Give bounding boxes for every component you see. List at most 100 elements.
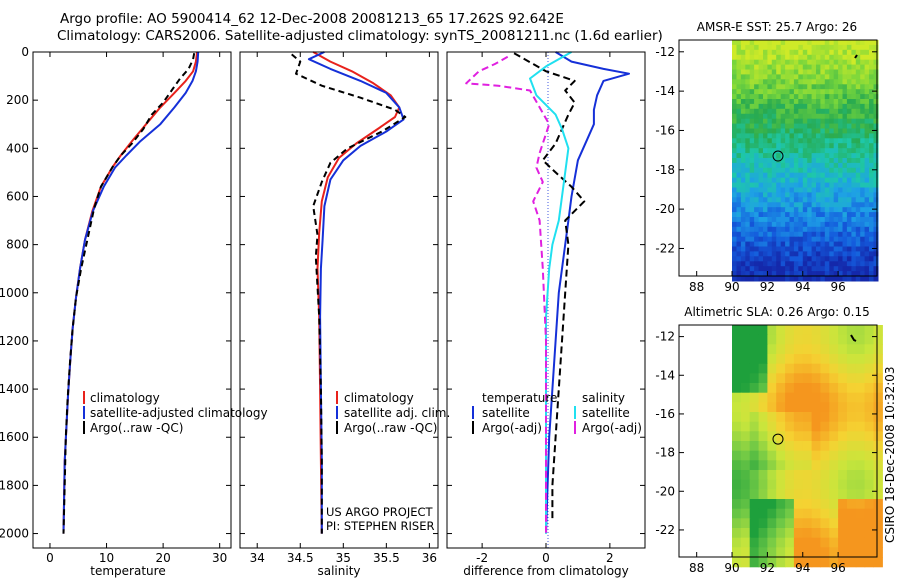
map-cell: [829, 94, 835, 100]
map-cell: [829, 241, 835, 248]
map-cell: [851, 261, 857, 267]
map-cell: [851, 94, 857, 100]
map-cell: [740, 557, 751, 568]
map-cell: [802, 143, 808, 149]
map-cell: [802, 138, 808, 144]
map-cell: [767, 431, 777, 442]
map-cell: [793, 94, 799, 100]
map-cell: [732, 528, 742, 539]
map-cell: [732, 271, 737, 277]
map-cell: [802, 383, 813, 394]
map-cell: [758, 108, 764, 115]
map-cell: [793, 518, 804, 529]
map-cell: [771, 236, 777, 243]
map-cell: [873, 108, 879, 115]
map-cell: [785, 123, 791, 130]
map-cell: [829, 40, 835, 46]
map-cell: [802, 363, 813, 374]
map-cell: [785, 221, 791, 228]
map-cell: [820, 162, 826, 169]
map-cell: [785, 236, 791, 243]
map-cell: [802, 261, 808, 267]
map-cell: [855, 251, 861, 257]
map-cell: [793, 153, 799, 159]
map-cell: [732, 192, 737, 198]
map-cell: [855, 236, 861, 243]
map-cell: [767, 421, 777, 432]
difference-x-label: difference from climatology: [463, 564, 629, 578]
map-cell: [802, 334, 813, 345]
map-cell: [860, 266, 866, 272]
map-cell: [749, 44, 755, 51]
map-cell: [855, 344, 866, 355]
map-cell: [811, 128, 817, 134]
map-cell: [869, 266, 874, 272]
map-cell: [833, 94, 839, 100]
map-cell: [833, 74, 839, 80]
map-cell: [798, 153, 804, 159]
map-cell: [785, 89, 791, 95]
map-cell: [864, 79, 870, 85]
map-cell: [816, 256, 821, 262]
map-cell: [873, 84, 879, 90]
map-cell: [824, 261, 830, 267]
sla-map-y-ticks: -12-14-16-18-20-22: [655, 330, 877, 537]
map-cell: [732, 40, 737, 46]
map-cell: [869, 138, 874, 144]
map-cell: [820, 241, 826, 248]
map-cell: [771, 271, 777, 277]
map-cell: [829, 99, 835, 105]
map-cell: [846, 197, 852, 203]
map-cell: [736, 266, 742, 272]
map-cell: [820, 133, 826, 139]
map-cell: [833, 64, 839, 71]
x-tick-label: -2: [476, 551, 488, 565]
y-tick-label: 600: [6, 189, 29, 203]
map-cell: [758, 226, 764, 233]
map-cell: [838, 162, 844, 169]
map-cell: [767, 138, 773, 144]
sst-map-title: AMSR-E SST: 25.7 Argo: 26: [697, 20, 857, 34]
map-cell: [820, 69, 826, 75]
map-cell: [820, 537, 830, 548]
map-cell: [767, 528, 777, 539]
map-cell: [820, 118, 826, 125]
map-cell: [758, 64, 764, 71]
map-cell: [771, 261, 777, 267]
map-cell: [771, 74, 777, 80]
map-cell: [776, 177, 782, 184]
map-cell: [798, 266, 804, 272]
map-cell: [802, 246, 808, 252]
map-cell: [873, 153, 879, 159]
map-cell: [860, 133, 866, 139]
map-cell: [829, 499, 839, 510]
map-cell: [732, 246, 737, 252]
map-cell: [829, 226, 835, 233]
map-cell: [798, 138, 804, 144]
map-cell: [838, 421, 848, 432]
map-cell: [807, 271, 813, 277]
map-cell: [855, 79, 861, 85]
map-cell: [838, 153, 844, 159]
map-cell: [763, 241, 768, 248]
map-cell: [873, 89, 879, 95]
map-cell: [851, 236, 857, 243]
map-cell: [851, 241, 857, 248]
map-cell: [807, 138, 813, 144]
map-cell: [864, 479, 874, 490]
map-cell: [846, 236, 852, 243]
map-cell: [816, 153, 821, 159]
map-cell: [838, 54, 844, 61]
map-cell: [740, 402, 751, 413]
map-cell: [838, 217, 844, 223]
map-cell: [793, 128, 799, 134]
map-cell: [758, 557, 768, 568]
map-cell: [740, 74, 746, 80]
map-cell: [749, 123, 755, 130]
map-cell: [869, 192, 874, 198]
map-cell: [846, 79, 852, 85]
map-cell: [869, 123, 874, 130]
map-cell: [740, 373, 751, 384]
map-cell: [802, 271, 808, 277]
map-cell: [793, 557, 804, 568]
